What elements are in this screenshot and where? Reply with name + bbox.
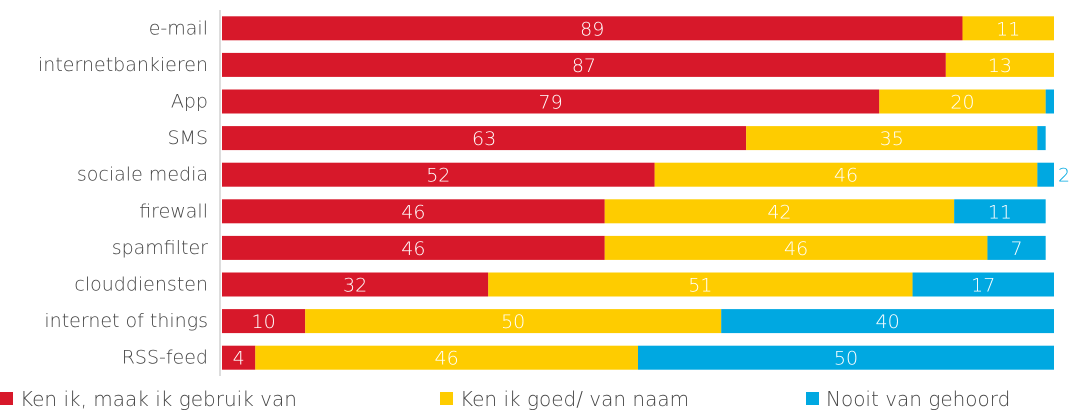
category-label: firewall	[139, 200, 208, 222]
bar-segment	[488, 272, 913, 297]
data-label: 87	[572, 55, 596, 77]
bar-segment	[654, 162, 1038, 187]
category-label: sociale media	[77, 164, 208, 186]
category-label: e-mail	[149, 17, 208, 39]
data-label: 52	[426, 165, 450, 187]
bar-segment	[1045, 89, 1054, 114]
data-label: 20	[950, 92, 974, 114]
data-label: 42	[767, 201, 791, 223]
data-label: 11	[996, 18, 1020, 40]
data-label: 46	[401, 238, 425, 260]
data-label: 46	[435, 348, 459, 370]
bar-segment	[255, 345, 638, 370]
data-label: 89	[580, 18, 604, 40]
bar-segment	[222, 199, 605, 224]
data-label: 2	[1058, 165, 1070, 187]
data-label: 63	[472, 128, 496, 150]
bar-segment	[954, 199, 1046, 224]
bar-segment	[945, 52, 1054, 77]
bar-segment	[1037, 126, 1046, 151]
data-label: 4	[233, 348, 245, 370]
legend-label: Ken ik, maak ik gebruik van	[20, 387, 297, 411]
category-label: internetbankieren	[38, 54, 208, 76]
bar-segment	[987, 235, 1046, 260]
bar-segment	[879, 89, 1046, 114]
data-label: 79	[539, 92, 563, 114]
bar-segment	[222, 345, 256, 370]
bar-segment	[604, 199, 955, 224]
bar-segment	[746, 126, 1038, 151]
bar-segment	[222, 309, 306, 334]
bar-segment	[305, 309, 722, 334]
category-label: SMS	[167, 127, 208, 149]
bar-segment	[222, 52, 946, 77]
data-label: 11	[988, 201, 1012, 223]
legend-swatch	[0, 392, 13, 405]
category-label: internet of things	[44, 310, 208, 332]
data-label: 13	[988, 55, 1012, 77]
bar-segment	[222, 16, 963, 41]
legend-swatch	[806, 392, 819, 405]
bar-segment	[721, 309, 1054, 334]
category-label: RSS-feed	[122, 347, 208, 369]
legend-label: Ken ik goed/ van naam	[460, 387, 689, 411]
bar-segment	[222, 89, 880, 114]
bar-segment	[638, 345, 1054, 370]
data-label: 50	[501, 311, 525, 333]
legend-label: Nooit van gehoord	[826, 387, 1010, 411]
bar-segment	[1037, 162, 1054, 187]
category-label: spamfilter	[112, 237, 208, 259]
data-label: 50	[834, 348, 858, 370]
data-label: 51	[688, 275, 712, 297]
bar-segment	[222, 126, 747, 151]
bar-segment	[962, 16, 1054, 41]
data-label: 32	[343, 275, 367, 297]
data-label: 35	[880, 128, 904, 150]
legend-swatch	[440, 392, 453, 405]
bar-segment	[222, 272, 489, 297]
data-label: 46	[401, 201, 425, 223]
bar-segment	[912, 272, 1054, 297]
data-label: 17	[971, 275, 995, 297]
category-label: App	[171, 91, 208, 113]
data-label: 46	[784, 238, 808, 260]
category-label: clouddiensten	[74, 274, 208, 296]
data-label: 46	[834, 165, 858, 187]
data-label: 10	[252, 311, 276, 333]
bar-segment	[222, 235, 605, 260]
data-label: 40	[876, 311, 900, 333]
bar-segment	[222, 162, 655, 187]
bar-segment	[604, 235, 988, 260]
data-label: 7	[1011, 238, 1023, 260]
